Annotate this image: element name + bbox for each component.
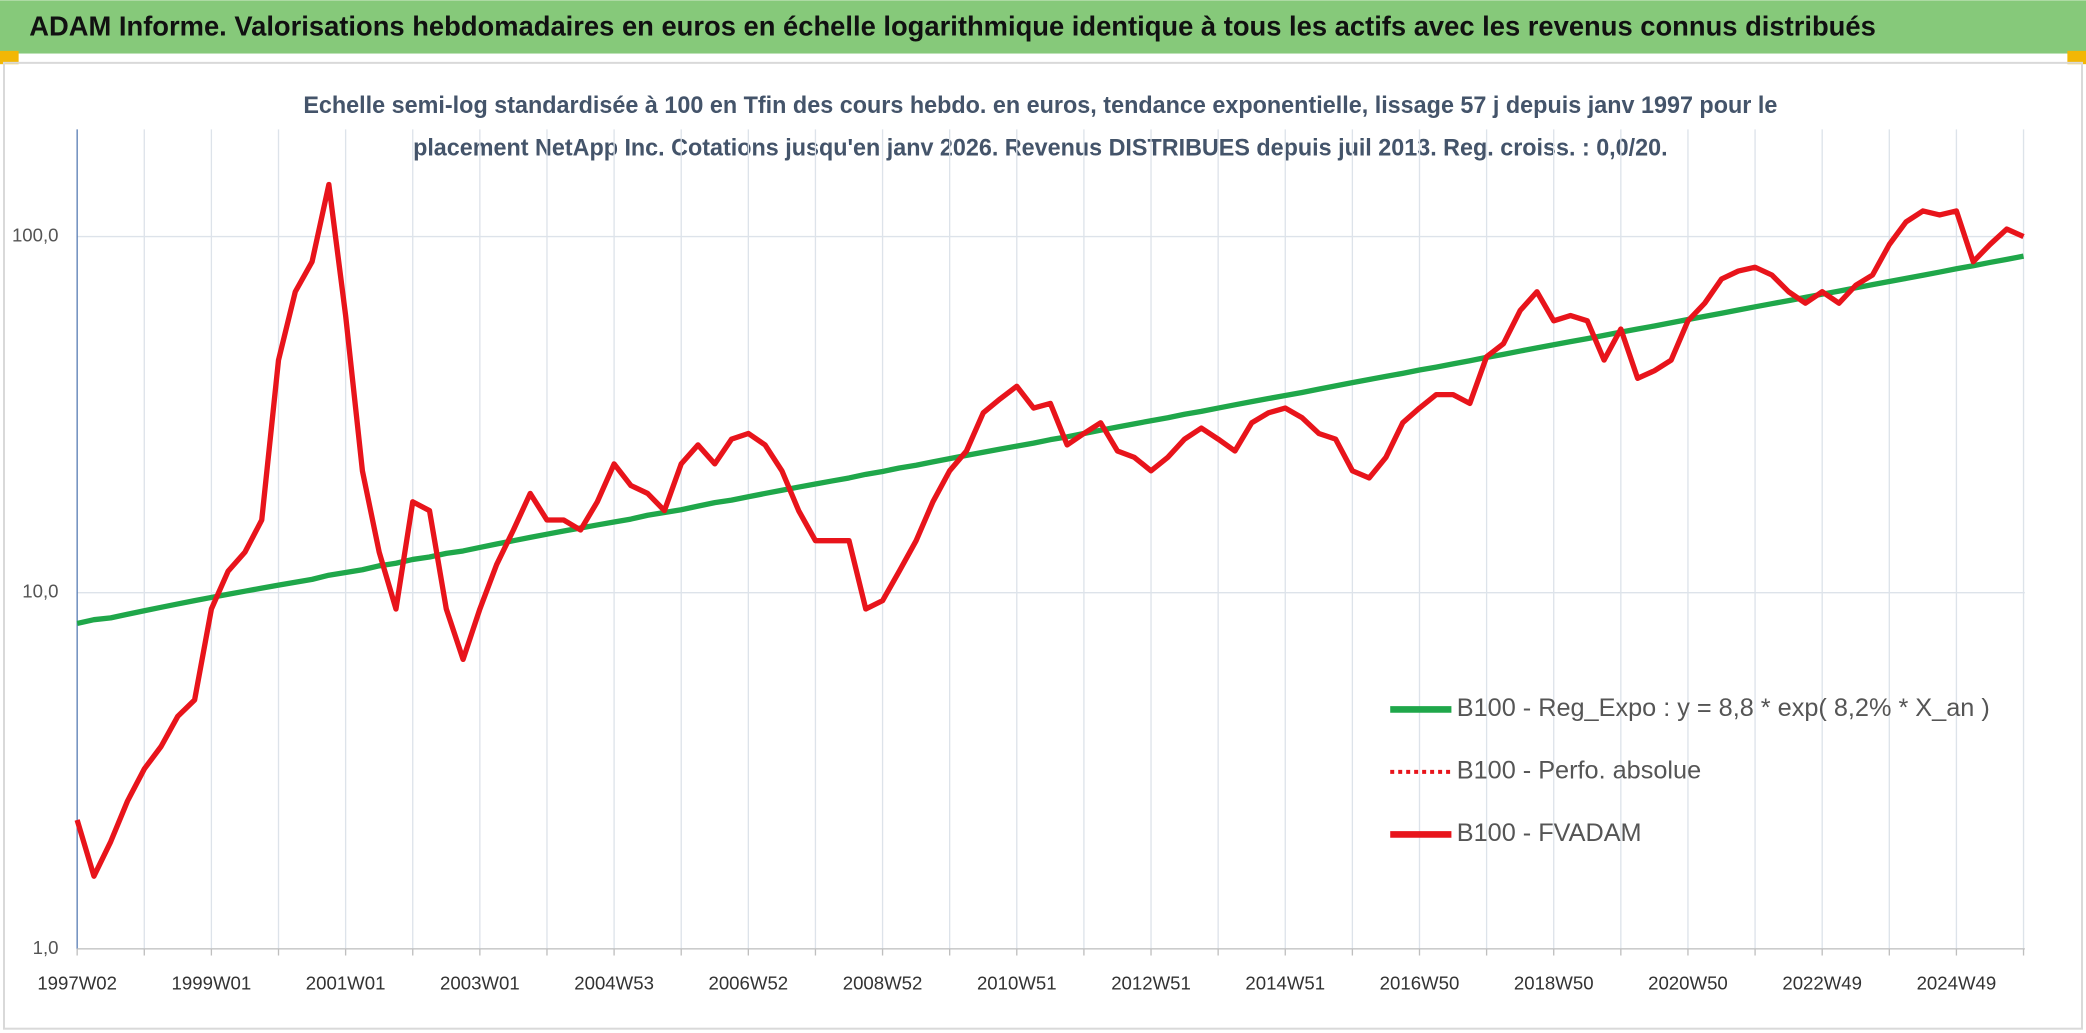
x-tick-label: 2020W50 bbox=[1648, 973, 1728, 994]
x-tick-label: 2008W52 bbox=[843, 973, 923, 994]
x-tick-label: 1997W02 bbox=[37, 973, 117, 994]
x-tick-label: 2012W51 bbox=[1111, 973, 1191, 994]
y-tick-label: 1,0 bbox=[33, 937, 59, 958]
x-tick-label: 1999W01 bbox=[172, 973, 252, 994]
x-tick-label: 2006W52 bbox=[708, 973, 788, 994]
corner bbox=[0, 50, 19, 65]
x-tick-label: 2001W01 bbox=[306, 973, 386, 994]
chart-subtitle: placement NetApp Inc. Cotations jusqu'en… bbox=[413, 135, 1668, 162]
x-tick-label: 2014W51 bbox=[1245, 973, 1325, 994]
corner bbox=[2067, 50, 2086, 65]
x-tick-label: 2018W50 bbox=[1514, 973, 1594, 994]
y-tick-label: 10,0 bbox=[22, 581, 58, 602]
legend-label: B100 - FVADAM bbox=[1457, 819, 1642, 847]
title-bar bbox=[0, 0, 2086, 54]
y-tick-label: 100,0 bbox=[12, 224, 59, 245]
x-tick-label: 2004W53 bbox=[574, 973, 654, 994]
chart-title: ADAM Informe. Valorisations hebdomadaire… bbox=[29, 11, 1876, 42]
chart-subtitle: Echelle semi-log standardisée à 100 en T… bbox=[303, 92, 1777, 119]
x-tick-label: 2003W01 bbox=[440, 973, 520, 994]
x-tick-label: 2016W50 bbox=[1380, 973, 1460, 994]
x-tick-label: 2022W49 bbox=[1782, 973, 1862, 994]
legend-label: B100 - Reg_Expo : y = 8,8 * exp( 8,2% * … bbox=[1457, 694, 1990, 722]
x-tick-label: 2024W49 bbox=[1917, 973, 1997, 994]
chart-frame bbox=[2, 61, 2084, 1030]
x-tick-label: 2010W51 bbox=[977, 973, 1057, 994]
legend-label: B100 - Perfo. absolue bbox=[1457, 757, 1701, 785]
series-line bbox=[74, 181, 2025, 879]
